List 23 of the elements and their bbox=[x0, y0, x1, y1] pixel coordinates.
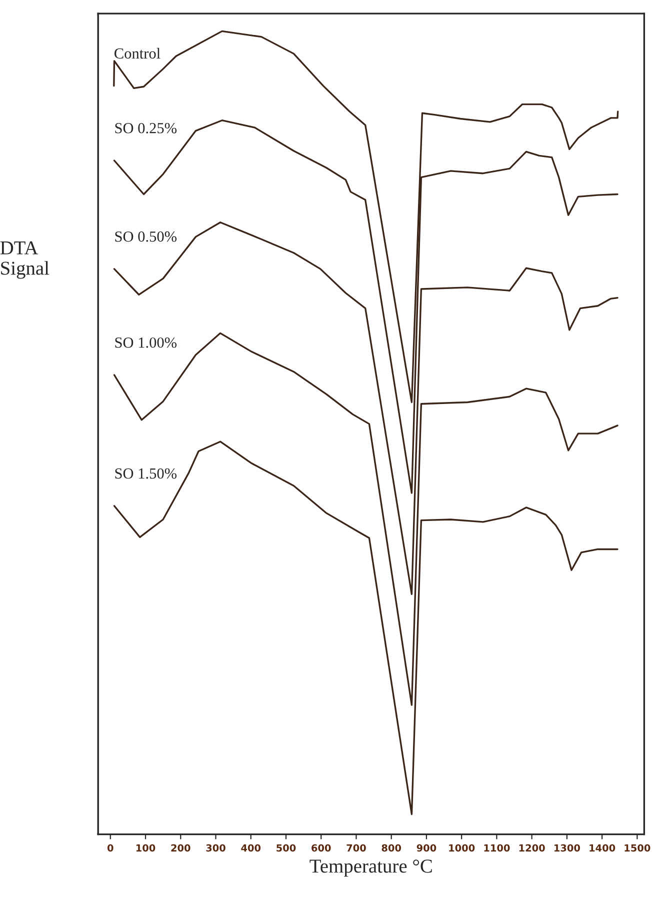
x-tick-label: 1000 bbox=[449, 844, 475, 852]
series-label: SO 1.50% bbox=[115, 468, 177, 479]
x-tick-label: 1300 bbox=[554, 844, 580, 852]
series-label: Control bbox=[114, 48, 160, 59]
series-label: SO 1.00% bbox=[115, 337, 177, 348]
x-tick-label: 500 bbox=[276, 844, 296, 852]
x-tick-label: 700 bbox=[346, 844, 366, 852]
y-axis-title: DTA Signal bbox=[0, 241, 50, 279]
x-tick-label: 600 bbox=[312, 844, 331, 852]
x-tick-label: 300 bbox=[206, 844, 226, 852]
x-tick-label: 400 bbox=[241, 844, 261, 852]
x-tick-label: 1400 bbox=[590, 844, 616, 852]
x-tick-label: 0 bbox=[107, 844, 114, 852]
x-tick-label: 1200 bbox=[519, 844, 545, 852]
series-label: SO 0.25% bbox=[115, 123, 177, 134]
x-tick-label: 100 bbox=[136, 844, 156, 852]
x-tick-label: 900 bbox=[416, 844, 436, 852]
x-axis-title: Temperature °C bbox=[310, 860, 432, 877]
x-tick-label: 1500 bbox=[624, 844, 650, 852]
x-tick-label: 1100 bbox=[484, 844, 510, 852]
series-label: SO 0.50% bbox=[115, 231, 177, 242]
x-tick-label: 800 bbox=[382, 844, 402, 852]
x-tick-label: 200 bbox=[171, 844, 190, 852]
